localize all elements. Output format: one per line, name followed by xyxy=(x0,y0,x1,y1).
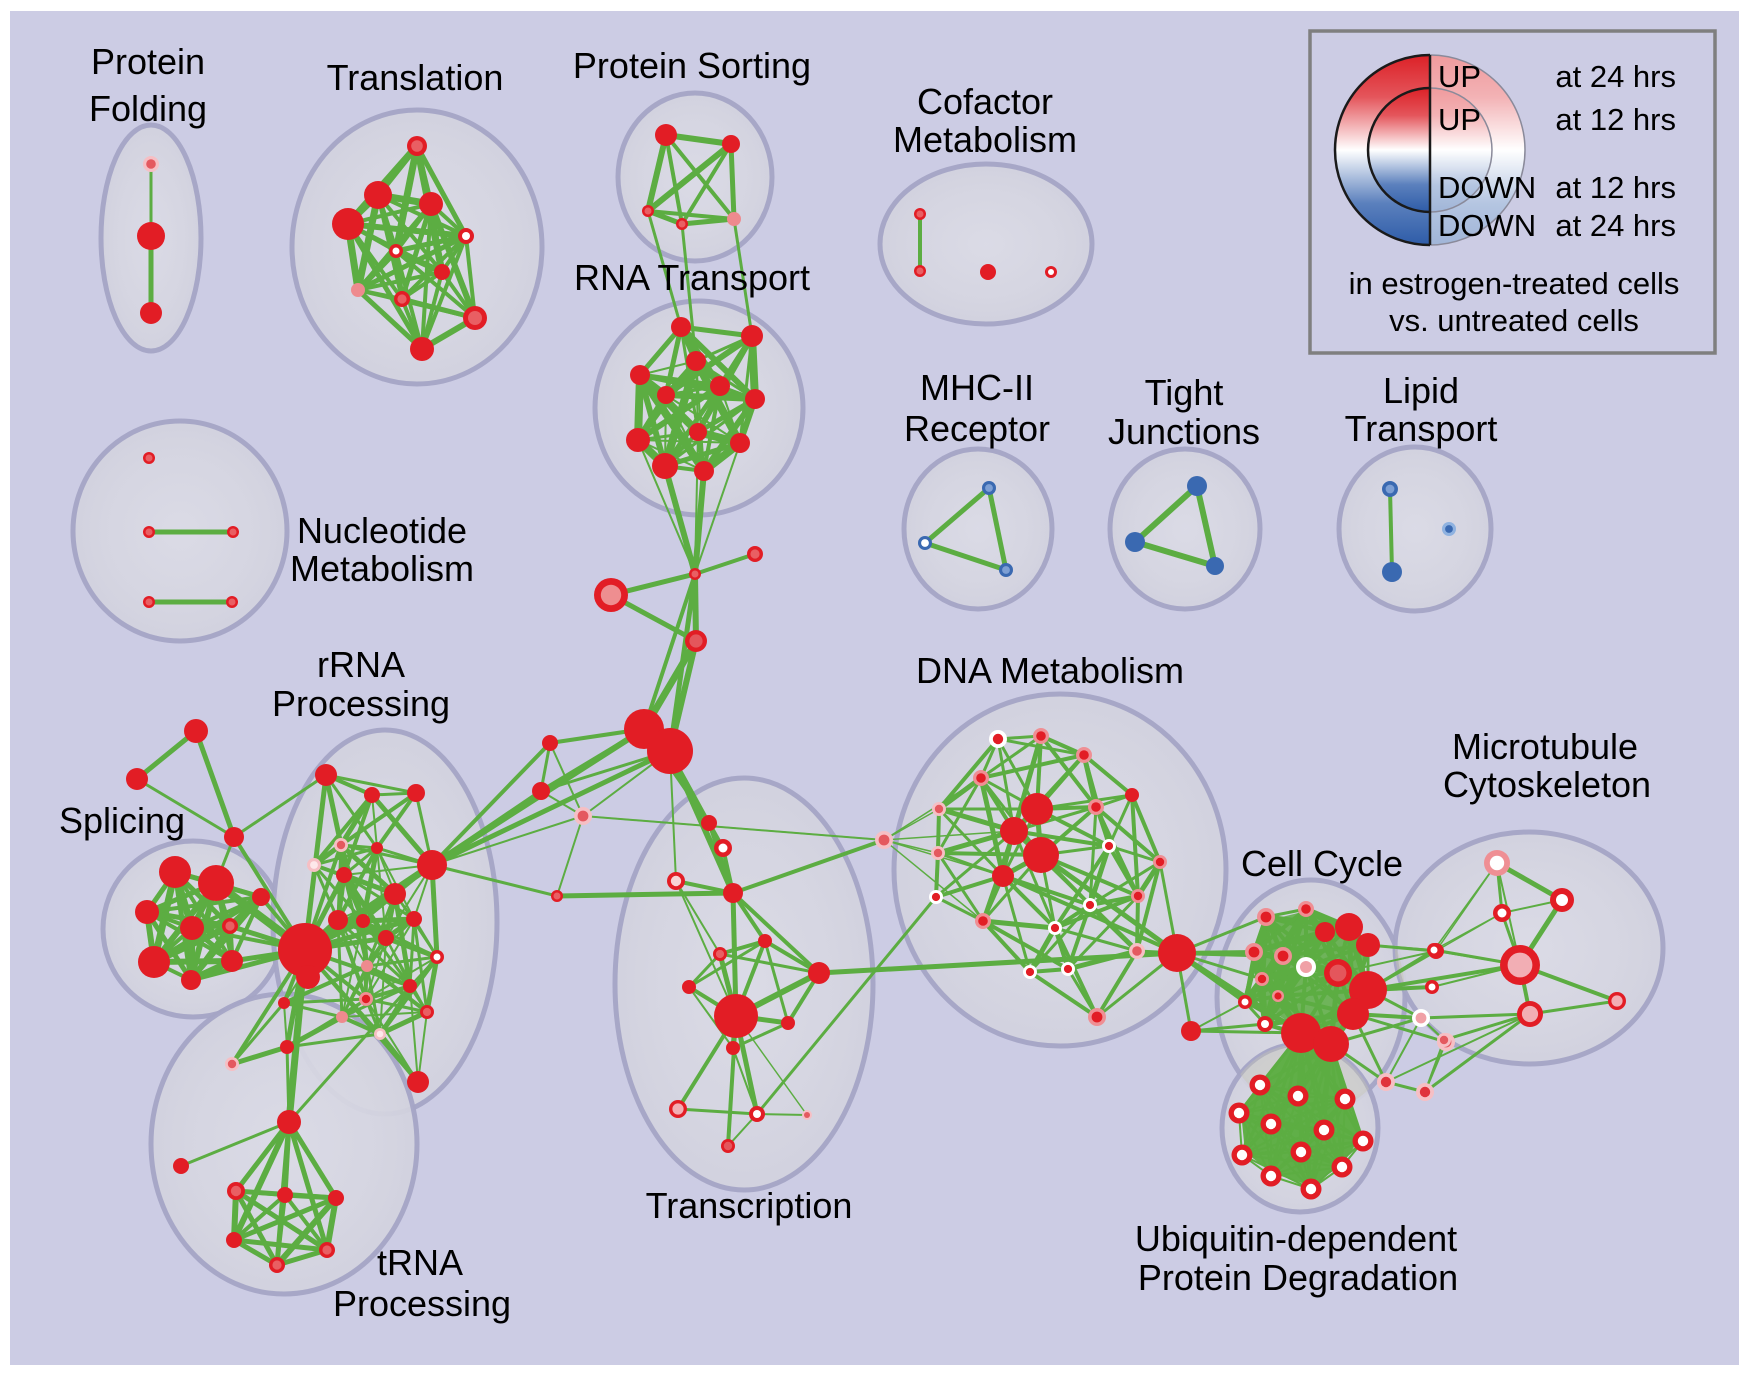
svg-text:Microtubule: Microtubule xyxy=(1452,726,1638,767)
svg-text:tRNA: tRNA xyxy=(377,1242,463,1283)
svg-text:in estrogen-treated cells: in estrogen-treated cells xyxy=(1349,266,1680,301)
svg-text:Cofactor: Cofactor xyxy=(917,81,1053,122)
svg-text:Splicing: Splicing xyxy=(59,800,185,841)
svg-text:Junctions: Junctions xyxy=(1108,411,1260,452)
svg-text:at 24 hrs: at 24 hrs xyxy=(1555,208,1676,243)
svg-text:Cell Cycle: Cell Cycle xyxy=(1241,843,1403,884)
svg-text:UP: UP xyxy=(1438,59,1481,94)
svg-text:DOWN: DOWN xyxy=(1438,208,1536,243)
svg-text:Protein: Protein xyxy=(91,41,205,82)
svg-text:Transport: Transport xyxy=(1345,408,1498,449)
svg-text:rRNA: rRNA xyxy=(317,644,405,685)
svg-text:Tight: Tight xyxy=(1145,372,1224,413)
svg-text:Metabolism: Metabolism xyxy=(893,119,1077,160)
svg-text:Processing: Processing xyxy=(333,1283,511,1324)
svg-text:Cytoskeleton: Cytoskeleton xyxy=(1443,764,1651,805)
svg-text:Transcription: Transcription xyxy=(646,1185,853,1226)
svg-text:UP: UP xyxy=(1438,102,1481,137)
svg-text:RNA Transport: RNA Transport xyxy=(574,257,810,298)
svg-text:Protein Degradation: Protein Degradation xyxy=(1138,1257,1458,1298)
svg-text:MHC-II: MHC-II xyxy=(920,367,1034,408)
svg-text:at 12 hrs: at 12 hrs xyxy=(1555,102,1676,137)
svg-text:Metabolism: Metabolism xyxy=(290,548,474,589)
svg-text:at 24 hrs: at 24 hrs xyxy=(1555,59,1676,94)
svg-text:Receptor: Receptor xyxy=(904,408,1050,449)
svg-text:Nucleotide: Nucleotide xyxy=(297,510,467,551)
svg-text:Processing: Processing xyxy=(272,683,450,724)
svg-text:at 12 hrs: at 12 hrs xyxy=(1555,170,1676,205)
svg-text:vs. untreated cells: vs. untreated cells xyxy=(1389,303,1639,338)
svg-text:Protein Sorting: Protein Sorting xyxy=(573,45,811,86)
svg-text:DOWN: DOWN xyxy=(1438,170,1536,205)
svg-text:DNA Metabolism: DNA Metabolism xyxy=(916,650,1184,691)
svg-text:Translation: Translation xyxy=(327,57,504,98)
svg-text:Lipid: Lipid xyxy=(1383,370,1459,411)
svg-text:Ubiquitin-dependent: Ubiquitin-dependent xyxy=(1135,1218,1457,1259)
svg-text:Folding: Folding xyxy=(89,88,207,129)
